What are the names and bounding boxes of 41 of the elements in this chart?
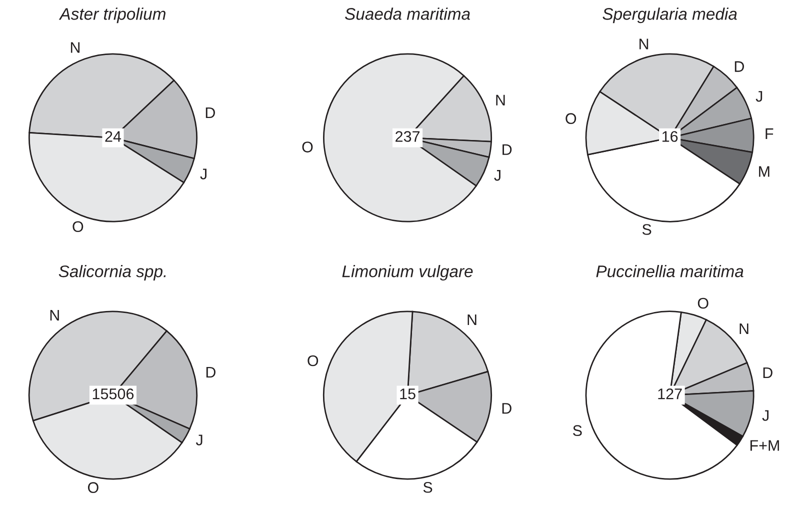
slice-label: M (759, 166, 770, 177)
text: 15506 (92, 388, 134, 400)
chart-title: Limonium vulgare (342, 265, 473, 281)
slice-label: D (763, 368, 772, 378)
slice-label: N (640, 38, 648, 50)
slice-label: J (494, 170, 500, 181)
text: 237 (396, 131, 420, 142)
chart-title: Aster tripolium (58, 8, 166, 24)
slice-label: O (308, 355, 318, 366)
slice-label: S (642, 224, 652, 235)
slice-label: D (206, 367, 216, 378)
slice-label: S (423, 482, 432, 493)
text: 24 (105, 131, 122, 142)
slice-label: F (766, 128, 774, 139)
slice-label: N (740, 323, 748, 334)
slice-label: O (88, 482, 98, 493)
slice-label: J (200, 168, 206, 180)
slice-label: O (698, 298, 708, 309)
chart-title: Suaeda maritima (345, 8, 470, 20)
slice-label: O (566, 113, 576, 124)
slice-label: J (762, 410, 769, 421)
slice-label: N (70, 42, 80, 53)
slice-label: F+M (750, 440, 779, 451)
slice-label: D (206, 108, 215, 118)
chart-title: Puccinellia maritima (596, 265, 744, 278)
text: 15 (400, 388, 416, 400)
slice-label: O (302, 142, 313, 152)
slice-label: D (502, 144, 512, 155)
slice-label: N (50, 310, 59, 321)
slice-label: D (502, 403, 512, 414)
chart-title: Salicornia spp. (58, 265, 166, 281)
slice-label: J (756, 91, 762, 102)
text: 127 (658, 388, 682, 400)
slice-label: J (196, 434, 202, 446)
slice-label: N (468, 314, 476, 326)
slice-label: D (734, 61, 744, 72)
slice-label: N (496, 94, 505, 106)
slice-label: O (72, 221, 84, 232)
chart-title: Spergularia media (602, 8, 737, 24)
slice-label: S (573, 425, 582, 436)
text: 16 (662, 131, 678, 142)
